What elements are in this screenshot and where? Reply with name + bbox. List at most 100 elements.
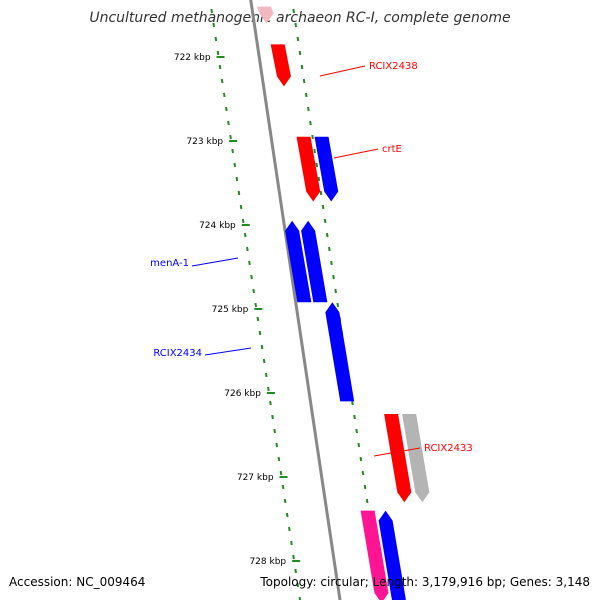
gene-label[interactable]: menA-1: [150, 258, 189, 269]
outer-tick-dots: [307, 106, 310, 112]
tick-label: 725 kbp: [212, 305, 249, 315]
inner-tick-dots: [279, 470, 283, 476]
inner-tick-dots: [214, 36, 218, 42]
outer-tick-dots: [309, 120, 312, 126]
inner-tick-dots: [248, 260, 251, 266]
gene-arrow[interactable]: [378, 510, 407, 600]
inner-tick-dots: [271, 414, 274, 420]
gene-arrow[interactable]: [325, 302, 355, 402]
inner-tick-dots: [281, 484, 285, 490]
outer-tick-dots: [361, 470, 365, 476]
gene-label[interactable]: RCIX2434: [153, 348, 202, 359]
callout-line: [191, 257, 239, 267]
inner-tick-dots: [256, 316, 260, 322]
gene-arrow[interactable]: [384, 414, 412, 503]
gene-arrow[interactable]: [301, 220, 328, 303]
gene-label[interactable]: crtE: [382, 144, 402, 155]
gene-arrow[interactable]: [314, 136, 339, 202]
outer-tick-dots: [296, 36, 300, 42]
callout-line: [204, 347, 252, 356]
tick-label: 727 kbp: [237, 473, 274, 483]
gene-arrow[interactable]: [256, 6, 274, 24]
gene-arrow[interactable]: [402, 414, 430, 503]
inner-tick-dots: [269, 400, 272, 406]
outer-tick-dots: [315, 162, 319, 168]
gene-arrow[interactable]: [360, 510, 389, 600]
callout-line: [333, 148, 379, 159]
outer-tick-dots: [328, 246, 331, 252]
outer-tick-dots: [357, 442, 361, 448]
outer-tick-dots: [365, 498, 369, 504]
inner-tick-dots: [254, 302, 258, 308]
tick-label: 724 kbp: [199, 221, 236, 231]
callout-line: [319, 65, 366, 77]
inner-tick-dots: [258, 330, 262, 336]
inner-tick-dots: [260, 344, 264, 350]
inner-tick-dots: [237, 190, 241, 196]
outer-tick-dots: [330, 260, 333, 266]
outer-tick-dots: [334, 288, 337, 294]
accession-text: Accession: NC_009464: [9, 575, 146, 589]
outer-tick-dots: [355, 428, 358, 434]
inner-tick-dots: [246, 246, 249, 252]
outer-tick-dots: [300, 64, 304, 70]
inner-tick-dots: [222, 92, 226, 98]
inner-tick-dots: [283, 498, 287, 504]
inner-tick-dots: [229, 134, 232, 140]
gene-label[interactable]: RCIX2438: [369, 61, 418, 72]
inner-tick-dots: [210, 8, 213, 14]
outer-tick-dots: [302, 78, 306, 84]
inner-tick-dots: [218, 64, 222, 70]
outer-tick-dots: [336, 302, 340, 308]
tick-label: 728 kbp: [249, 557, 286, 567]
inner-tick-dots: [235, 176, 239, 182]
gene-arrow[interactable]: [285, 220, 312, 303]
inner-tick-dots: [239, 204, 243, 210]
tick-label: 723 kbp: [186, 137, 223, 147]
outer-tick-dots: [325, 232, 329, 238]
gene-arrow[interactable]: [270, 44, 291, 87]
outer-tick-dots: [353, 414, 356, 420]
inner-tick-dots: [227, 120, 230, 126]
inner-tick-dots: [264, 372, 268, 378]
inner-tick-dots: [277, 456, 281, 462]
genome-backbone: [249, 0, 342, 600]
outer-tick-dots: [311, 134, 314, 140]
outer-tick-dots: [351, 400, 354, 406]
outer-tick-dots: [321, 204, 325, 210]
callout-line: [373, 447, 421, 457]
inner-tick-dots: [267, 386, 270, 392]
outer-tick-dots: [359, 456, 363, 462]
map-title: Uncultured methanogenic archaeon RC-I, c…: [89, 10, 511, 26]
outer-tick-dots: [313, 148, 316, 154]
outer-tick-dots: [294, 22, 298, 28]
outer-tick-dots: [317, 176, 321, 182]
tick-label: 726 kbp: [224, 389, 261, 399]
inner-tick-dots: [294, 568, 297, 574]
outer-tick-dots: [298, 50, 302, 56]
inner-tick-dots: [241, 218, 245, 224]
inner-tick-dots: [290, 540, 293, 546]
inner-tick-dots: [273, 428, 276, 434]
inner-tick-dots: [216, 50, 220, 56]
gene-label[interactable]: RCIX2433: [424, 443, 473, 454]
inner-tick-dots: [298, 596, 302, 600]
inner-tick-dots: [231, 148, 234, 154]
inner-tick-dots: [243, 232, 247, 238]
outer-tick-dots: [319, 190, 323, 196]
outer-tick-dots: [304, 92, 308, 98]
inner-tick-dots: [262, 358, 266, 364]
gene-arrow[interactable]: [296, 136, 321, 202]
inner-tick-dots: [285, 512, 289, 518]
inner-tick-dots: [288, 526, 291, 532]
outer-tick-dots: [332, 274, 335, 280]
inner-tick-dots: [296, 582, 300, 588]
inner-tick-dots: [292, 554, 295, 560]
genome-summary-text: Topology: circular; Length: 3,179,916 bp…: [260, 575, 590, 589]
inner-tick-dots: [220, 78, 224, 84]
inner-tick-dots: [225, 106, 228, 112]
inner-tick-dots: [212, 22, 216, 28]
inner-tick-dots: [233, 162, 237, 168]
inner-tick-dots: [275, 442, 279, 448]
